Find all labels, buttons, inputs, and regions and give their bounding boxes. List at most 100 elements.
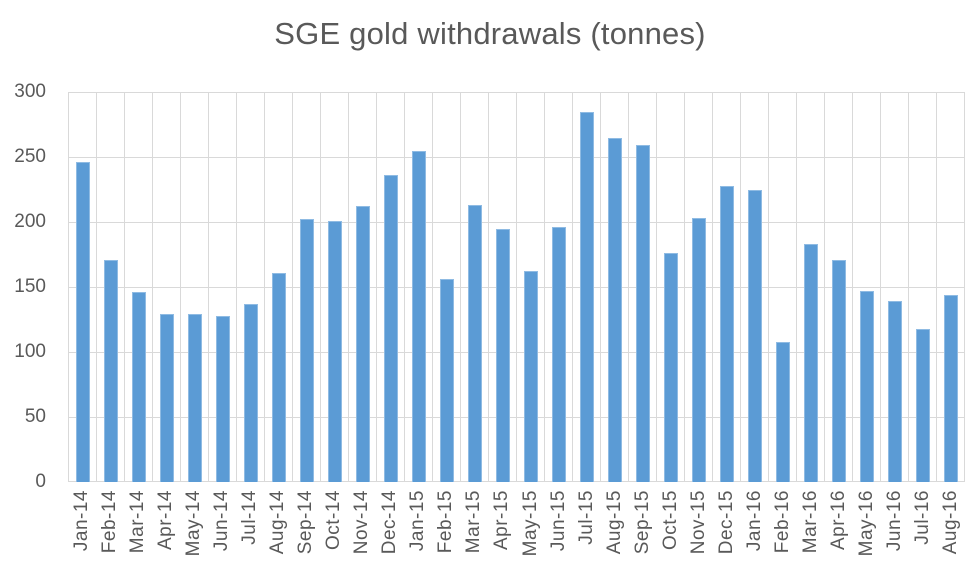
bar-Jan-15 <box>411 150 426 482</box>
category-Dec-14 <box>377 92 405 482</box>
category-Jun-14 <box>209 92 237 482</box>
x-tick-label: Nov-15 <box>687 490 709 555</box>
category-Mar-15 <box>461 92 489 482</box>
x-tick-label: Nov-14 <box>351 490 373 555</box>
y-gridline-50 <box>69 417 965 418</box>
category-Nov-14 <box>349 92 377 482</box>
y-gridline-150 <box>69 287 965 288</box>
x-tick-Nov-14: Nov-14 <box>348 490 376 578</box>
bar-Oct-14 <box>327 220 342 482</box>
x-tick-Jul-14: Jul-14 <box>236 490 264 578</box>
x-tick-label: Feb-15 <box>435 490 457 554</box>
y-axis-labels: 0 50 100 150 200 250 300 <box>0 81 46 492</box>
x-tick-label: Jul-16 <box>911 490 933 545</box>
bar-Aug-16 <box>943 294 958 482</box>
bar-Mar-15 <box>467 205 482 482</box>
x-tick-Sep-15: Sep-15 <box>629 490 657 578</box>
x-tick-Feb-14: Feb-14 <box>96 490 124 578</box>
bar-Dec-15 <box>719 185 734 482</box>
x-tick-label: Sep-15 <box>631 490 653 555</box>
chart-title: SGE gold withdrawals (tonnes) <box>274 16 706 51</box>
x-tick-label: Oct-15 <box>659 490 681 551</box>
x-tick-Dec-15: Dec-15 <box>713 490 741 578</box>
bar-Apr-14 <box>159 314 174 482</box>
plot-area <box>68 92 965 482</box>
x-tick-Aug-15: Aug-15 <box>601 490 629 578</box>
x-tick-Jan-14: Jan-14 <box>68 490 96 578</box>
bar-Apr-16 <box>831 259 846 482</box>
x-tick-Aug-14: Aug-14 <box>264 490 292 578</box>
category-Jan-16 <box>741 92 769 482</box>
y-gridline-0 <box>69 481 965 482</box>
x-tick-label: Jun-16 <box>883 490 905 552</box>
category-Aug-16 <box>937 92 965 482</box>
category-May-15 <box>517 92 545 482</box>
x-tick-Mar-15: Mar-15 <box>460 490 488 578</box>
x-tick-Jun-15: Jun-15 <box>545 490 573 578</box>
x-tick-Oct-14: Oct-14 <box>320 490 348 578</box>
category-Mar-16 <box>797 92 825 482</box>
x-tick-Apr-14: Apr-14 <box>152 490 180 578</box>
category-Jun-16 <box>881 92 909 482</box>
bar-Jan-16 <box>747 189 762 482</box>
x-tick-label: Apr-14 <box>155 490 177 551</box>
category-Jul-14 <box>237 92 265 482</box>
category-Aug-14 <box>265 92 293 482</box>
bar-Jan-14 <box>75 162 90 482</box>
y-tick-label-200: 200 <box>14 211 46 232</box>
x-tick-Feb-16: Feb-16 <box>769 490 797 578</box>
bar-Sep-14 <box>299 219 314 482</box>
category-Feb-14 <box>97 92 125 482</box>
bar-Aug-15 <box>607 137 622 482</box>
x-tick-May-15: May-15 <box>517 490 545 578</box>
x-tick-Jan-16: Jan-16 <box>741 490 769 578</box>
x-tick-label: Dec-15 <box>715 490 737 555</box>
category-Apr-15 <box>489 92 517 482</box>
x-tick-Jun-16: Jun-16 <box>881 490 909 578</box>
category-Feb-15 <box>433 92 461 482</box>
x-tick-label: Mar-14 <box>127 490 149 554</box>
category-May-16 <box>853 92 881 482</box>
bar-Oct-15 <box>663 253 678 482</box>
bar-Mar-16 <box>803 244 818 482</box>
y-gridline-300 <box>69 92 965 93</box>
x-tick-label: Jan-14 <box>71 490 93 552</box>
gridlines <box>69 92 965 482</box>
x-tick-Apr-15: Apr-15 <box>488 490 516 578</box>
bar-Mar-14 <box>131 292 146 482</box>
x-tick-May-14: May-14 <box>180 490 208 578</box>
category-Sep-15 <box>629 92 657 482</box>
x-axis-labels: Jan-14 Feb-14 Mar-14 Apr-14 May-14 Jun-14 Jul-… <box>68 490 965 578</box>
x-tick-label: Aug-15 <box>603 490 625 555</box>
bar-May-15 <box>523 271 538 482</box>
category-Nov-15 <box>685 92 713 482</box>
bar-Dec-14 <box>383 175 398 482</box>
x-tick-label: Jun-14 <box>211 490 233 552</box>
category-Jan-14 <box>69 92 97 482</box>
bar-Aug-14 <box>271 272 286 482</box>
x-tick-May-16: May-16 <box>853 490 881 578</box>
bar-Feb-16 <box>775 341 790 482</box>
x-tick-label: Jun-15 <box>547 490 569 552</box>
bar-Feb-14 <box>103 259 118 482</box>
y-tick-label-50: 50 <box>24 406 46 427</box>
bar-Jul-14 <box>243 303 258 482</box>
bar-May-16 <box>859 290 874 482</box>
bar-Jun-14 <box>215 315 230 482</box>
y-tick-label-250: 250 <box>14 146 46 167</box>
category-May-14 <box>181 92 209 482</box>
x-tick-label: Mar-16 <box>799 490 821 554</box>
category-Aug-15 <box>601 92 629 482</box>
category-Mar-14 <box>125 92 153 482</box>
category-Apr-14 <box>153 92 181 482</box>
category-Apr-16 <box>825 92 853 482</box>
x-tick-label: Sep-14 <box>295 490 317 555</box>
category-Oct-15 <box>657 92 685 482</box>
x-tick-label: Feb-14 <box>99 490 121 554</box>
x-tick-Sep-14: Sep-14 <box>292 490 320 578</box>
bar-Jul-15 <box>579 111 594 482</box>
bar-May-14 <box>187 314 202 482</box>
x-tick-label: Jan-16 <box>743 490 765 552</box>
x-tick-Jul-16: Jul-16 <box>909 490 937 578</box>
